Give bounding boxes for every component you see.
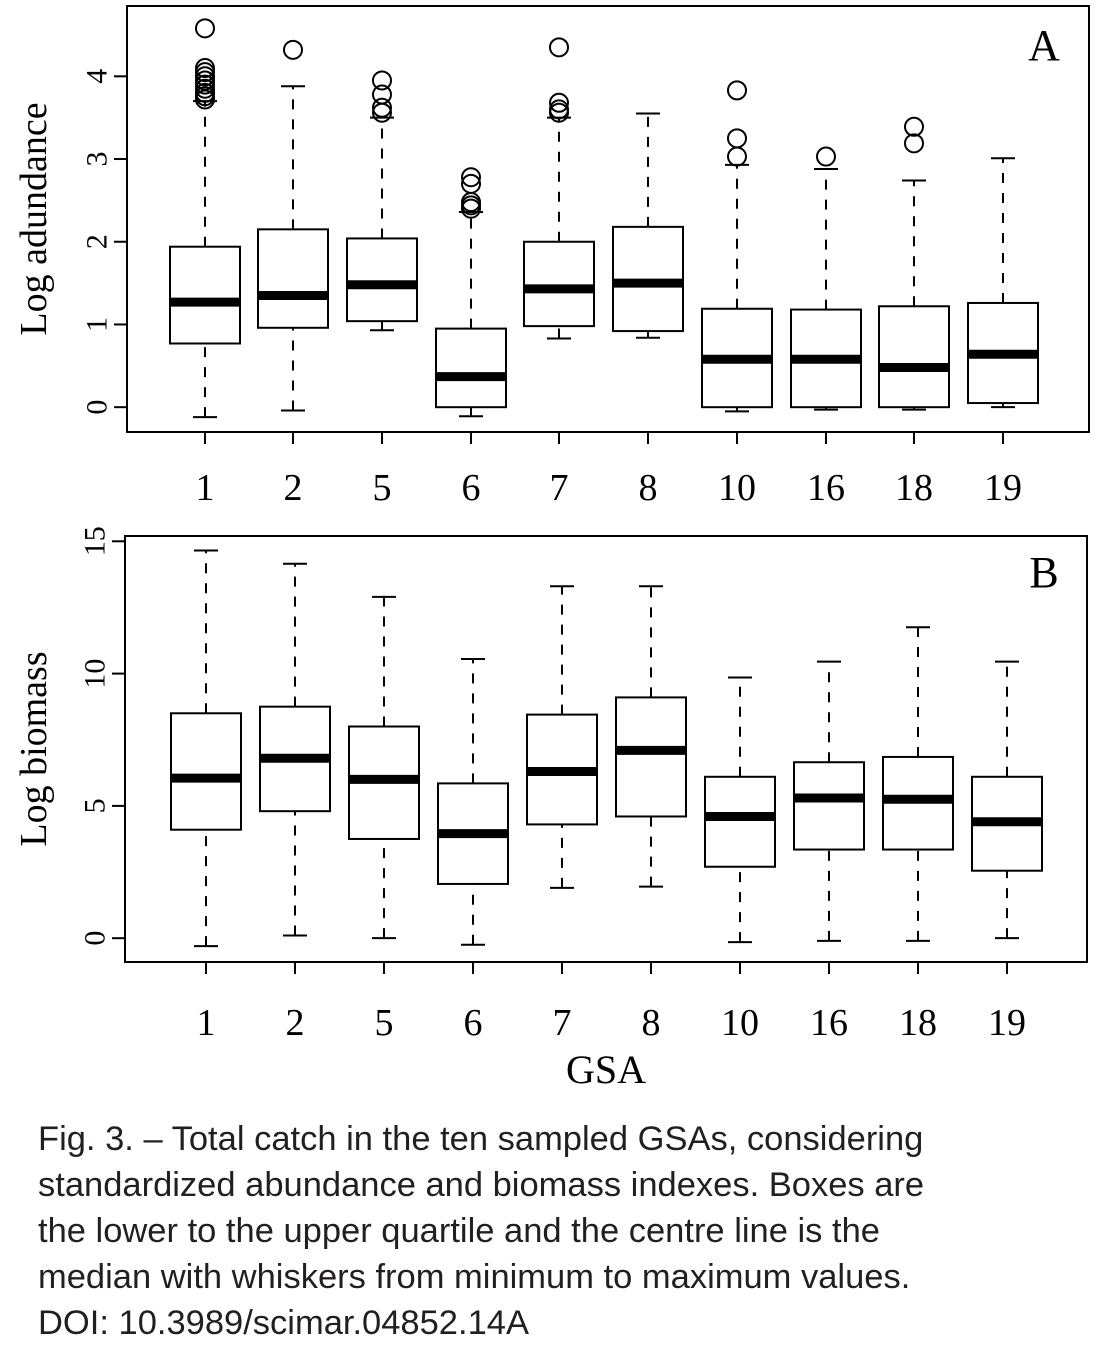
x-tick-label: 7 [550,467,569,509]
outlier-point [195,18,215,39]
x-tick-label: 19 [984,467,1022,509]
box-group [170,549,242,948]
box-group [435,167,507,418]
x-tick-label: 10 [718,467,756,509]
panel-label: A [1028,21,1060,70]
box-group [257,39,329,412]
outlier-point [727,80,747,101]
x-tick-label: 16 [807,467,845,509]
iqr-box [435,327,507,409]
box-group [523,37,595,340]
caption-line-5: DOI: 10.3989/scimar.04852.14A [38,1304,529,1342]
y-axis-title: Log biomass [13,651,55,846]
plot-frame [124,535,1088,963]
box-group [526,585,598,889]
y-tick-label: 0 [79,931,112,946]
box-group [259,562,331,937]
outlier-point [461,173,481,194]
x-tick-label: 1 [197,1002,216,1044]
y-tick-label: 1 [81,317,114,332]
y-tick-label: 4 [81,69,114,84]
box-group [169,18,241,419]
plot-frame [126,5,1090,433]
outlier-point [904,116,924,137]
x-tick-label: 1 [196,467,215,509]
box-group [615,585,687,888]
x-tick-label: 5 [375,1002,394,1044]
box-group [348,595,420,940]
box-group [790,146,862,411]
outlier-point [372,70,392,91]
x-tick-label: 8 [642,1002,661,1044]
panel-label: B [1029,548,1058,597]
y-axis-title: Log adundance [13,102,55,335]
x-tick-label: 2 [286,1002,305,1044]
x-tick-label: 10 [721,1002,759,1044]
y-tick-label: 3 [81,152,114,167]
y-tick-label: 10 [79,659,112,689]
outlier-point [816,146,836,167]
outlier-point [727,128,747,149]
outlier-point [283,39,303,60]
box-group [346,70,418,332]
outlier-point [372,97,392,118]
panel-b: 0 5 10 15 Log biomass B 1 2 5 6 7 8 10 16 18 19 GSA [13,526,1088,1092]
iqr-box [346,237,418,323]
box-group [967,157,1039,409]
iqr-box [170,712,242,831]
outlier-point [195,58,215,79]
iqr-box [523,240,595,328]
y-tick-label: 0 [81,400,114,415]
x-tick-label: 2 [284,467,303,509]
outlier-point [727,146,747,167]
caption-line-1: Fig. 3. – Total catch in the ten sampled… [38,1120,924,1158]
x-tick-label: 18 [895,467,933,509]
box-group [971,660,1043,940]
iqr-box [169,245,241,345]
x-tick-label: 5 [373,467,392,509]
iqr-box [257,228,329,329]
caption-line-4: median with whiskers from minimum to max… [38,1258,911,1296]
iqr-box [615,696,687,818]
y-tick-label: 15 [79,526,112,556]
x-tick-label: 16 [810,1002,848,1044]
box-group [882,626,954,942]
box-group [701,80,773,413]
box-group [437,658,509,946]
box-group [612,112,684,339]
panel-a: 0 1 2 3 4 Log adundance A 1 2 5 6 7 8 10 16 18 19 [13,5,1090,509]
box-group [878,116,950,411]
iqr-box [793,761,865,851]
figure-caption: Fig. 3. – Total catch in the ten sampled… [38,1116,1078,1346]
x-tick-label: 6 [462,467,481,509]
caption-line-3: the lower to the upper quartile and the … [38,1212,880,1250]
outlier-point [461,167,481,188]
box-group [793,660,865,942]
x-tick-label: 6 [464,1002,483,1044]
x-tick-label: 19 [988,1002,1026,1044]
y-tick-label: 5 [79,798,112,813]
outlier-point [549,37,569,58]
y-tick-label: 2 [81,234,114,249]
x-tick-label: 8 [639,467,658,509]
outlier-point [904,133,924,154]
x-tick-label: 7 [553,1002,572,1044]
outlier-point [372,84,392,105]
x-axis-title: GSA [566,1047,646,1092]
iqr-box [878,305,950,409]
outlier-point [549,99,569,120]
box-group [704,676,776,944]
caption-line-2: standardized abundance and biomass index… [38,1166,925,1204]
iqr-box [704,775,776,868]
outlier-point [549,92,569,113]
x-tick-label: 18 [899,1002,937,1044]
